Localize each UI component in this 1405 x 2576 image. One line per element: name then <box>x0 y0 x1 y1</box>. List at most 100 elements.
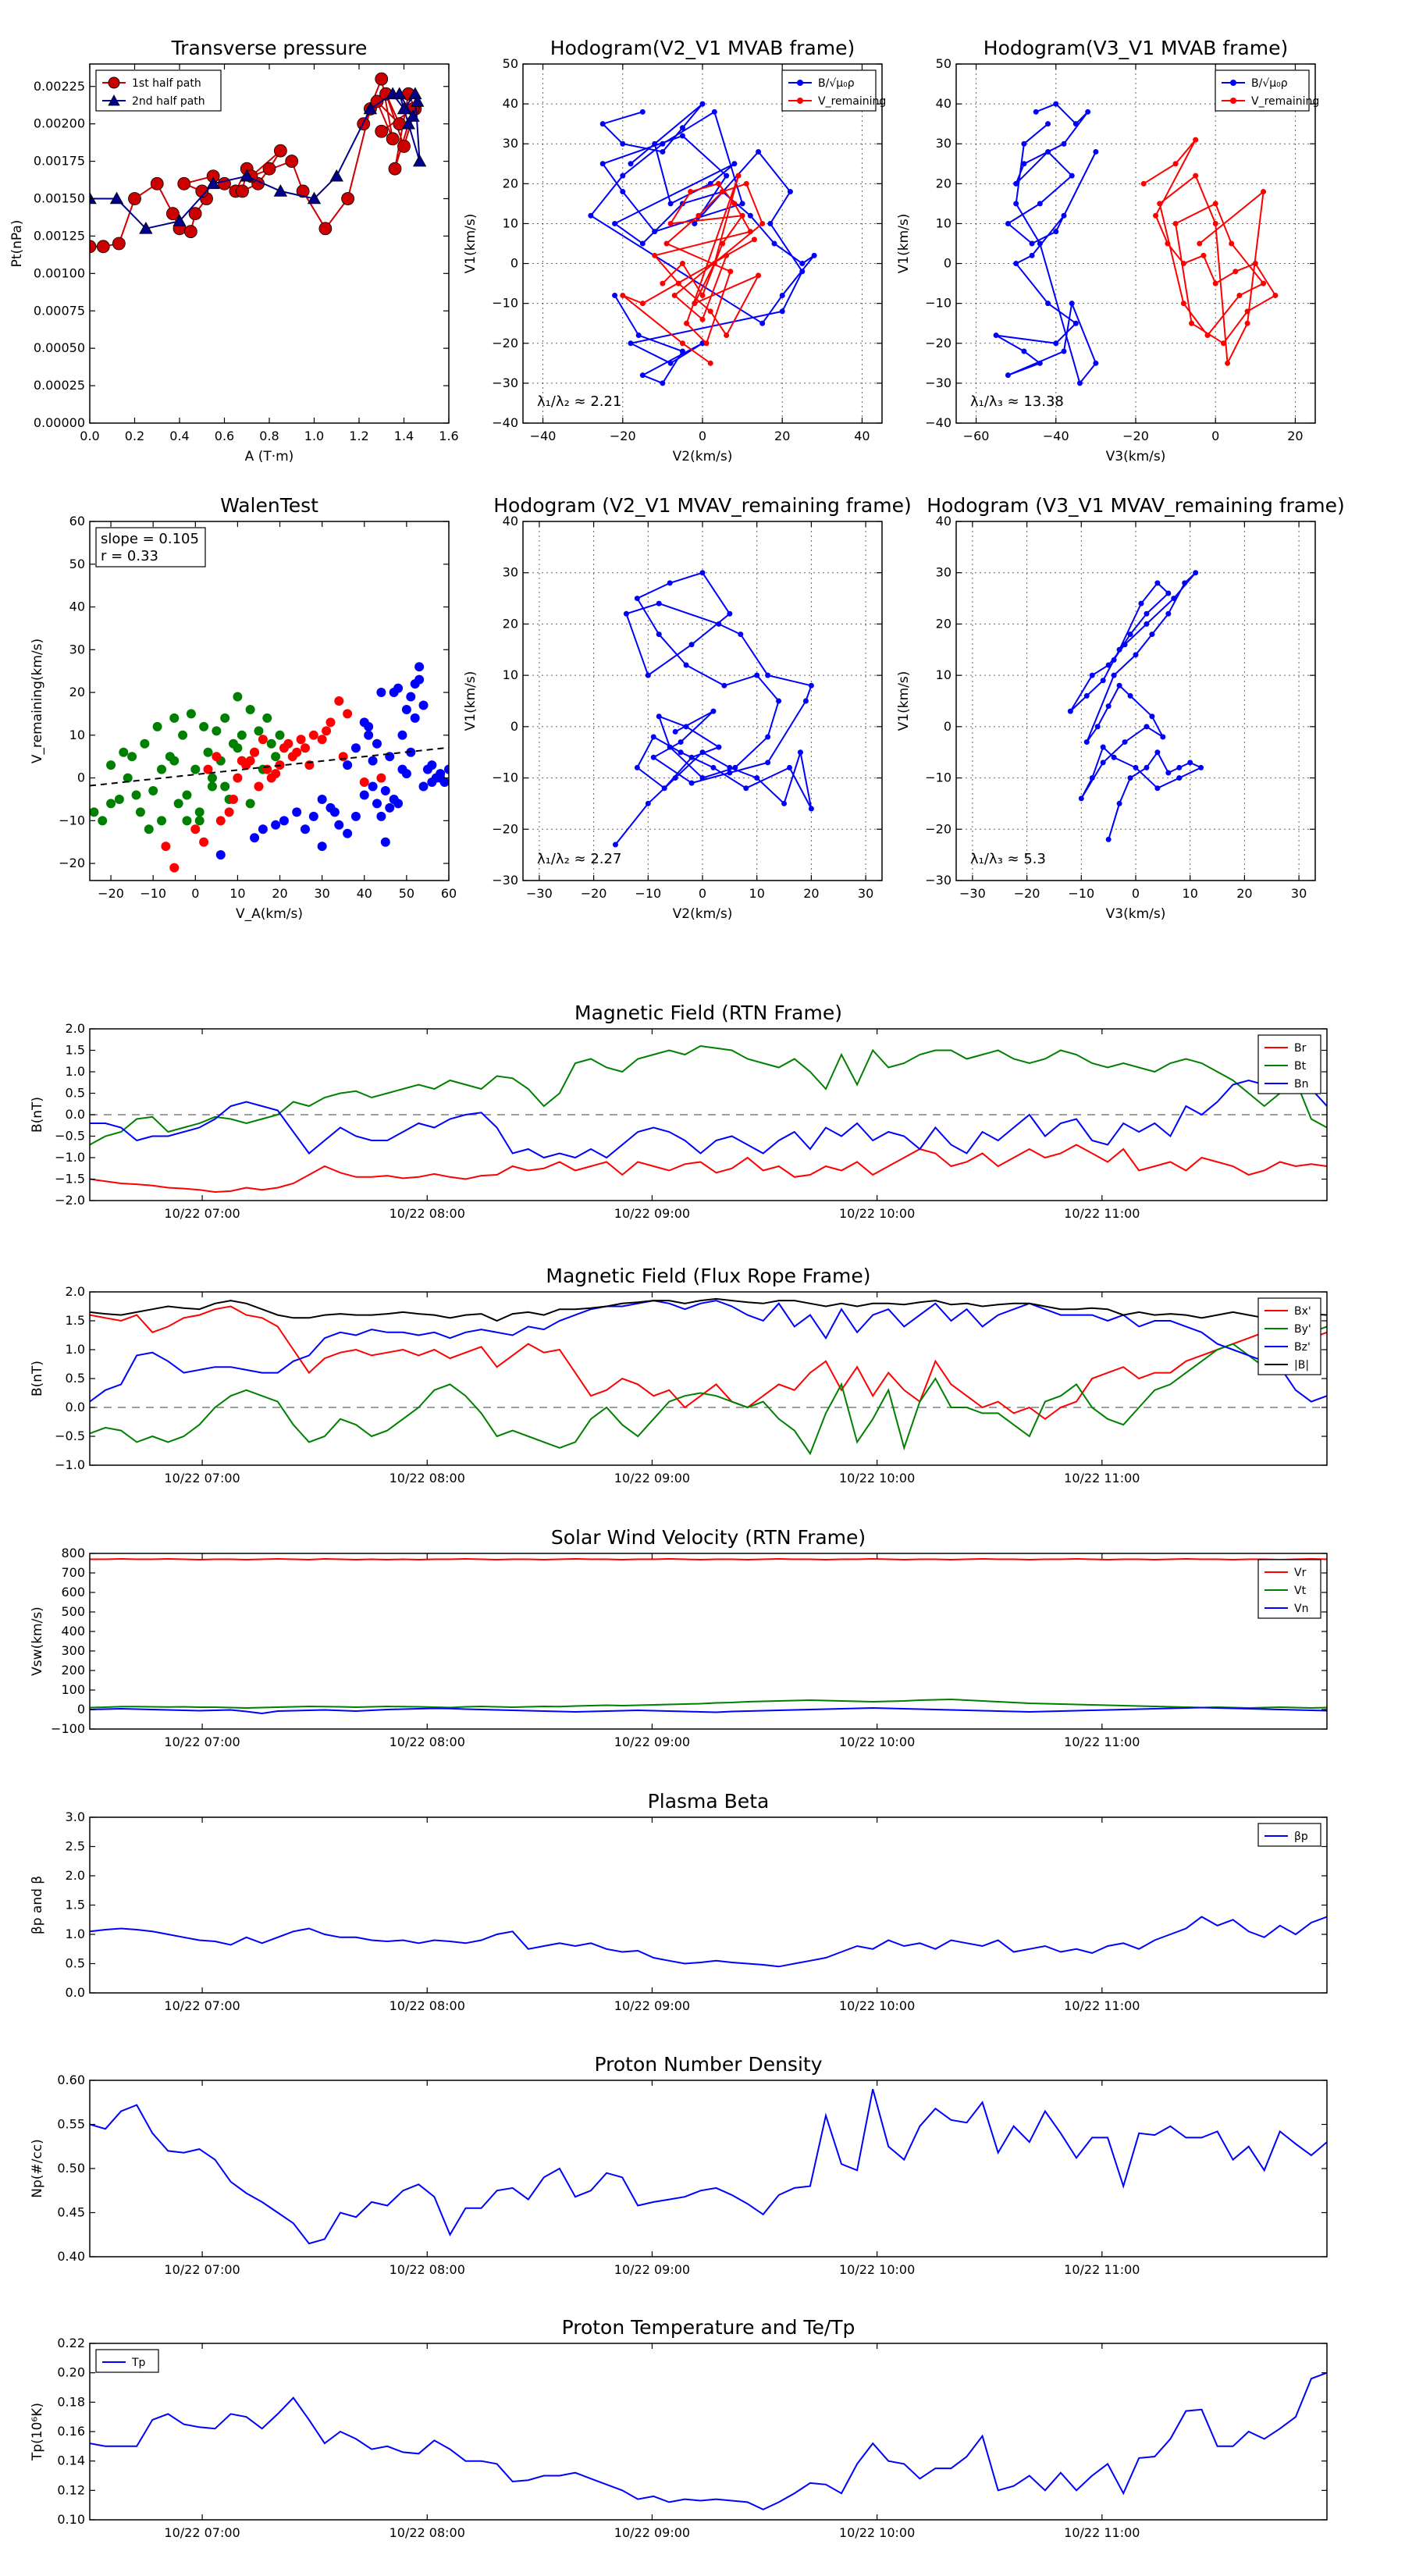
data-point <box>218 176 231 190</box>
data-point <box>380 837 390 847</box>
data-point <box>1061 348 1067 354</box>
chart-mag_rtn: Magnetic Field (RTN Frame) 10/22 07:00 10/… <box>30 1002 1328 1221</box>
data-point <box>715 180 721 187</box>
data-point <box>678 739 684 745</box>
data-point <box>599 161 606 167</box>
x-tick-label: 10/22 10:00 <box>839 1998 915 2013</box>
data-point <box>710 708 717 714</box>
x-tick-label: −30 <box>526 886 553 901</box>
data-point <box>334 696 344 706</box>
data-point <box>754 672 760 678</box>
data-point <box>190 824 201 834</box>
x-tick-label: 10/22 09:00 <box>614 2262 690 2277</box>
legend: Bx' By' Bz' |B| <box>1257 1297 1321 1375</box>
y-tick-label: −10 <box>925 770 951 785</box>
data-point <box>1172 161 1179 167</box>
plot-frame <box>89 2343 1328 2521</box>
data-point <box>1116 682 1122 688</box>
y-tick-label: 1.5 <box>66 1043 85 1058</box>
chart-title: Hodogram (V2_V1 MVAV_remaining frame) <box>493 494 912 517</box>
y-tick-label: 50 <box>69 557 85 571</box>
data-point <box>779 308 785 315</box>
data-point <box>1013 261 1019 267</box>
data-point <box>1116 800 1122 806</box>
series-group <box>90 2089 1327 2245</box>
y-tick-label: −10 <box>492 770 518 785</box>
data-point <box>135 807 145 817</box>
data-point <box>287 752 297 762</box>
data-point <box>279 743 289 753</box>
data-point <box>663 240 670 247</box>
data-point <box>1093 148 1099 155</box>
ratio-annotation: λ₁/λ₃ ≈ 5.3 <box>970 851 1046 867</box>
data-point <box>157 816 166 826</box>
data-point <box>808 682 814 688</box>
y-tick-label: 0 <box>510 719 518 734</box>
data-point <box>756 272 762 279</box>
data-point <box>343 828 353 838</box>
data-point <box>254 781 264 792</box>
data-point <box>699 101 706 107</box>
y-tick-label: 300 <box>61 1643 85 1658</box>
data-point <box>370 94 384 109</box>
series-line-βp <box>90 1916 1327 1968</box>
data-point <box>1176 775 1183 781</box>
data-point <box>301 824 310 834</box>
data-point <box>372 799 382 809</box>
data-point <box>688 780 695 786</box>
data-point <box>754 775 760 781</box>
x-tick-label: 10/22 10:00 <box>839 2262 915 2277</box>
data-point <box>1053 340 1059 347</box>
x-tick-label: 20 <box>1287 429 1303 443</box>
y-tick-label: 0.00150 <box>34 191 85 206</box>
x-tick-label: 30 <box>314 886 329 901</box>
data-point <box>363 101 378 115</box>
x-tick-label: 10/22 09:00 <box>614 2525 690 2540</box>
data-point <box>620 292 626 298</box>
x-tick-label: 10/22 08:00 <box>389 2262 465 2277</box>
data-point <box>1100 744 1106 750</box>
data-point <box>1100 760 1106 766</box>
y-tick-label: 1.0 <box>66 1064 85 1079</box>
x-tick-label: 10/22 07:00 <box>164 2262 240 2277</box>
y-tick-label: 0.18 <box>57 2394 85 2409</box>
chart-title: Proton Temperature and Te/Tp <box>562 2316 855 2339</box>
data-point <box>716 621 722 627</box>
y-tick-label: −40 <box>492 415 518 430</box>
data-point <box>993 333 999 339</box>
y-tick-label: 0.40 <box>57 2249 85 2264</box>
chart-tp: Transverse pressure 0.0 0.2 0.4 0.6 0.8 1.0 1.2… <box>9 37 459 464</box>
data-point <box>808 806 814 812</box>
data-point <box>144 824 154 834</box>
legend-box <box>95 2349 159 2373</box>
ratio-annotation: λ₁/λ₂ ≈ 2.21 <box>537 393 621 410</box>
data-point <box>1045 148 1051 155</box>
data-point <box>683 724 689 730</box>
data-point <box>692 301 698 307</box>
y-tick-label: 40 <box>936 96 951 111</box>
data-point <box>1244 308 1250 315</box>
data-point <box>406 692 416 702</box>
data-point <box>802 698 809 704</box>
data-point <box>169 756 180 766</box>
data-point <box>1165 590 1172 596</box>
legend-marker <box>108 76 120 89</box>
data-point <box>368 781 378 792</box>
y-tick-label: 30 <box>503 565 518 580</box>
data-point <box>375 72 389 86</box>
data-point <box>1021 161 1027 167</box>
data-point <box>1111 656 1117 663</box>
data-point <box>237 756 247 766</box>
y-tick-label: −10 <box>59 813 85 827</box>
x-tick-label: 20 <box>774 429 790 443</box>
data-point <box>385 802 395 813</box>
data-point <box>1105 836 1112 842</box>
legend-marker <box>1230 98 1236 104</box>
y-axis-label: B(nT) <box>30 1361 45 1397</box>
data-point <box>711 109 717 115</box>
data-point <box>667 201 674 207</box>
y-tick-label: 0.5 <box>66 1086 85 1101</box>
data-point <box>1013 201 1019 207</box>
chart-h1: Hodogram(V2_V1 MVAB frame) −40 −20 0 20 40 −40… <box>463 37 886 464</box>
y-tick-label: 1.5 <box>66 1313 85 1328</box>
